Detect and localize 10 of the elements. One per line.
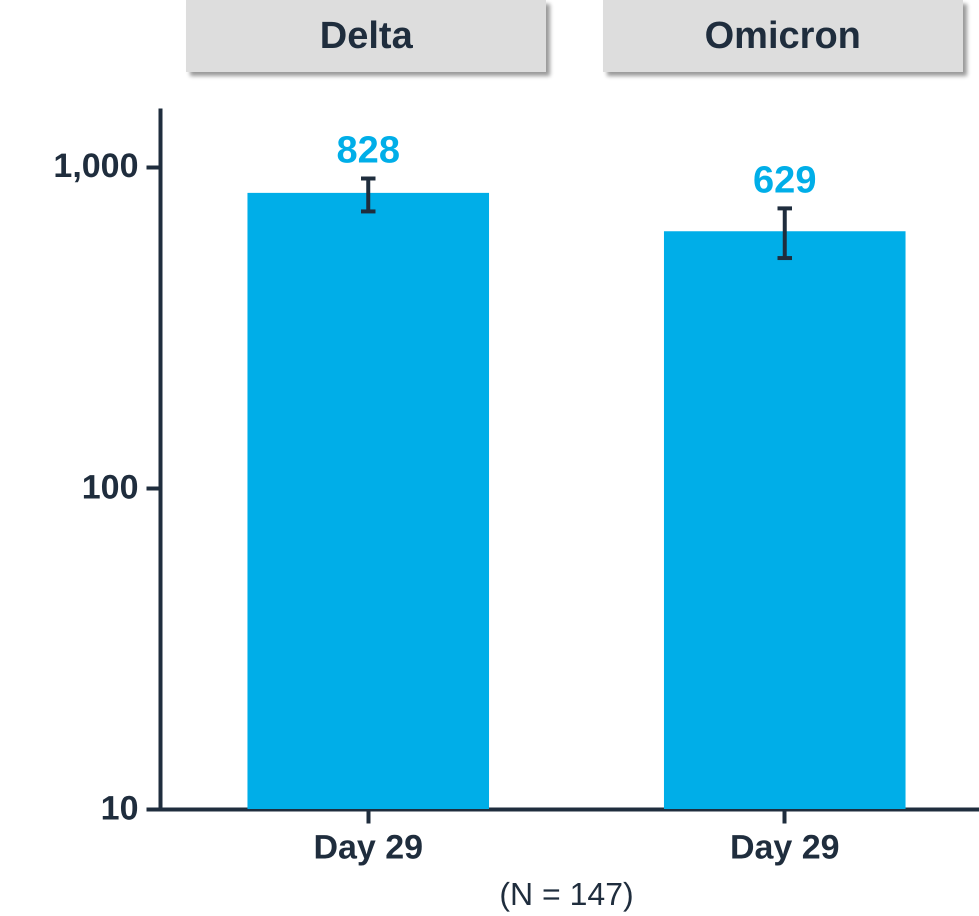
data-label: 828: [336, 130, 400, 172]
data-label: 629: [753, 159, 816, 202]
y-tick-label: 1,000: [53, 147, 138, 186]
x-tick-label: Day 29: [730, 828, 840, 866]
text: Omicron: [602, 0, 963, 72]
x-tick-label: Day 29: [313, 828, 424, 866]
y-tick-label: 10: [100, 790, 138, 828]
y-tick-label: 100: [82, 468, 138, 506]
text: (N = 147): [498, 876, 635, 913]
text: Delta: [186, 0, 546, 72]
